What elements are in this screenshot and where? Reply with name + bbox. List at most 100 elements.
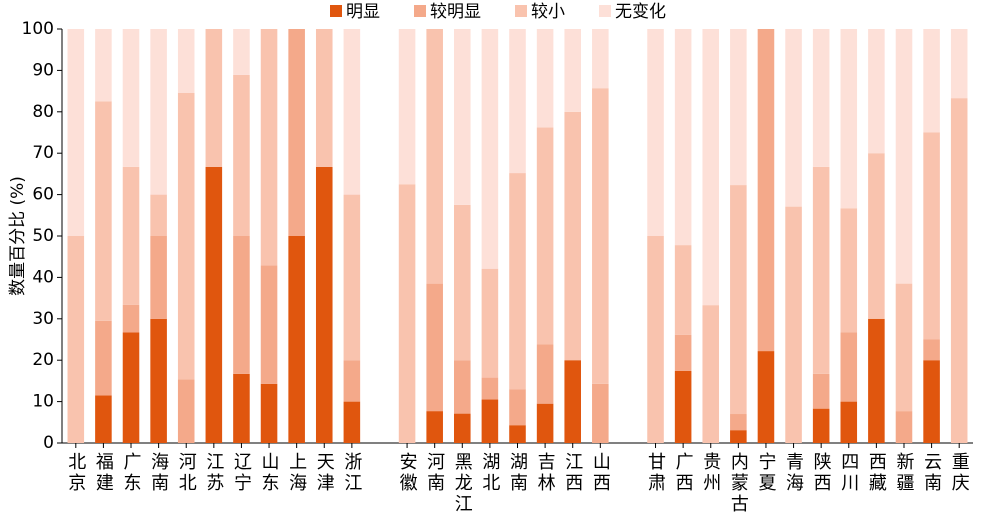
bar-segment bbox=[592, 29, 609, 89]
bar-segment bbox=[95, 29, 112, 102]
x-tick-label: 山西 bbox=[590, 452, 611, 494]
legend-swatch bbox=[330, 5, 342, 17]
bar-segment bbox=[454, 413, 471, 443]
bar-segment bbox=[205, 166, 223, 443]
bar-segment bbox=[923, 29, 940, 133]
bar-segment bbox=[564, 29, 581, 112]
bar-segment bbox=[150, 236, 167, 319]
bar-segment bbox=[950, 98, 968, 443]
bar-segment bbox=[150, 318, 167, 443]
x-tick-label: 辽宁 bbox=[231, 452, 252, 494]
bar-segment bbox=[398, 184, 416, 443]
bar-segment bbox=[564, 360, 581, 443]
bar-segment bbox=[260, 265, 278, 384]
bar-segment bbox=[647, 236, 664, 443]
x-tick-label: 新疆 bbox=[893, 452, 914, 494]
legend-swatch bbox=[599, 5, 611, 17]
bar-segment bbox=[122, 304, 140, 333]
x-tick-label: 浙江 bbox=[341, 452, 362, 494]
bar-segment bbox=[233, 236, 250, 374]
bar-segment bbox=[426, 283, 443, 412]
y-tick-label: 80 bbox=[32, 102, 54, 122]
bar-segment bbox=[923, 132, 940, 340]
bar-segment bbox=[95, 320, 112, 396]
bar-segment bbox=[702, 305, 720, 443]
bar-segment bbox=[177, 92, 195, 380]
bar-segment bbox=[950, 29, 968, 99]
bar-segment bbox=[536, 344, 554, 404]
bar-segment bbox=[288, 236, 305, 443]
bar-segment bbox=[868, 318, 885, 443]
x-tick-label: 安徽 bbox=[397, 452, 418, 494]
y-tick-label: 50 bbox=[32, 226, 54, 246]
legend-label: 明显 bbox=[346, 2, 380, 22]
bar-segment bbox=[233, 373, 250, 443]
bar-segment bbox=[454, 29, 471, 205]
bar-segment bbox=[840, 208, 858, 333]
y-tick-label: 90 bbox=[32, 60, 54, 80]
x-tick-label: 陕西 bbox=[811, 452, 832, 494]
bar-segment bbox=[730, 185, 747, 415]
bar-segment bbox=[481, 399, 499, 443]
x-tick-label: 福建 bbox=[93, 452, 114, 494]
y-tick-label: 40 bbox=[32, 267, 54, 287]
bar-segment bbox=[177, 29, 195, 93]
bar-segment bbox=[923, 360, 940, 443]
x-tick-label: 内蒙古 bbox=[728, 452, 749, 515]
bar-segment bbox=[509, 29, 526, 174]
bar-segment bbox=[343, 401, 361, 443]
bar-segment bbox=[95, 395, 112, 443]
x-tick-label: 吉林 bbox=[535, 452, 556, 494]
bar-segment bbox=[895, 411, 913, 443]
bar-segment bbox=[868, 29, 885, 154]
bar-segment bbox=[481, 29, 499, 269]
y-tick-label: 100 bbox=[22, 19, 54, 39]
x-tick-label: 北京 bbox=[65, 452, 86, 494]
bar-segment bbox=[509, 173, 526, 390]
bar-segment bbox=[674, 245, 692, 335]
y-tick-label: 60 bbox=[32, 185, 54, 205]
bar-segment bbox=[730, 29, 747, 186]
bar-segment bbox=[730, 414, 747, 431]
bar-segment bbox=[812, 29, 830, 167]
bar-segment bbox=[426, 29, 443, 284]
bar-segment bbox=[812, 166, 830, 374]
bar-segment bbox=[895, 283, 913, 412]
bar-segment bbox=[509, 389, 526, 426]
x-tick-label: 黑龙江 bbox=[452, 452, 473, 515]
x-tick-label: 海南 bbox=[148, 452, 169, 494]
bar-segment bbox=[150, 29, 167, 195]
bar-segment bbox=[895, 29, 913, 284]
x-tick-label: 宁夏 bbox=[755, 452, 776, 494]
y-tick-label: 20 bbox=[32, 350, 54, 370]
bar-segment bbox=[315, 29, 333, 167]
x-tick-label: 云南 bbox=[921, 452, 942, 494]
bar-segment bbox=[812, 408, 830, 443]
legend-swatch bbox=[414, 5, 426, 17]
bar-segment bbox=[757, 351, 775, 443]
bar-segment bbox=[536, 127, 554, 345]
bar-segment bbox=[592, 383, 609, 443]
bar-segment bbox=[95, 101, 112, 321]
bar-segment bbox=[398, 29, 416, 185]
bar-segment bbox=[674, 370, 692, 443]
x-tick-label: 山东 bbox=[259, 452, 280, 494]
bar-segment bbox=[122, 332, 140, 443]
x-tick-label: 广西 bbox=[673, 452, 694, 494]
legend-label: 无变化 bbox=[615, 2, 666, 22]
bar-segment bbox=[122, 29, 140, 167]
bar-segment bbox=[343, 29, 361, 195]
x-tick-label: 青海 bbox=[783, 452, 804, 494]
bar-segment bbox=[840, 29, 858, 209]
bar-segment bbox=[315, 166, 333, 443]
x-tick-label: 四川 bbox=[838, 452, 859, 494]
bar-segment bbox=[702, 29, 720, 306]
bar-segment bbox=[260, 29, 278, 266]
bar-segment bbox=[536, 29, 554, 128]
bar-segment bbox=[592, 88, 609, 384]
x-tick-label: 天津 bbox=[314, 452, 335, 494]
x-tick-label: 江苏 bbox=[203, 452, 224, 494]
bar-segment bbox=[454, 204, 471, 361]
bar-segment bbox=[343, 194, 361, 361]
